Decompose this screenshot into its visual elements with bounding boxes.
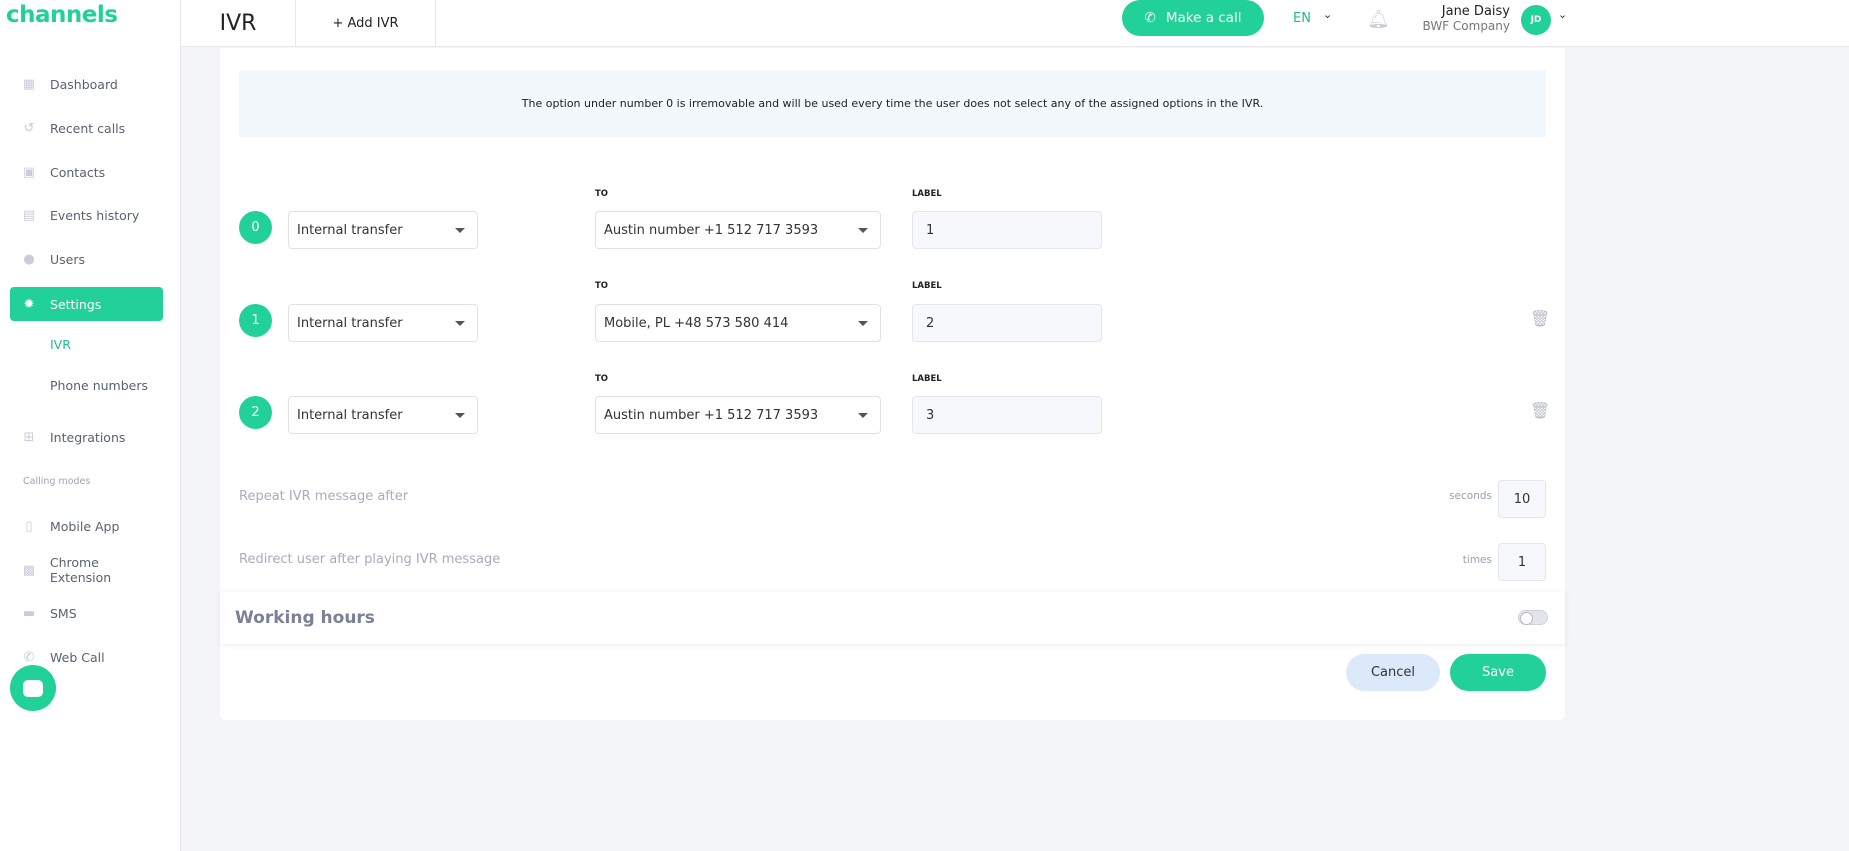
select-value: Internal transfer xyxy=(297,407,403,423)
select-value: Internal transfer xyxy=(297,315,403,331)
sidebar-sub-ivr[interactable]: IVR xyxy=(50,337,71,352)
contacts-icon: ▣ xyxy=(22,164,36,180)
redirect-times-input[interactable]: 1 xyxy=(1498,543,1546,581)
label-label: LABEL xyxy=(912,374,942,384)
sidebar-item-label: Settings xyxy=(50,296,102,312)
repeat-seconds-input[interactable]: 10 xyxy=(1498,480,1546,518)
label-input[interactable]: 2 xyxy=(912,304,1102,342)
chat-icon xyxy=(23,679,43,697)
gear-icon: ✹ xyxy=(23,296,35,312)
sidebar-item-chrome-extension[interactable]: ▩ Chrome Extension xyxy=(10,553,163,587)
sidebar-item-label: Recent calls xyxy=(50,120,126,136)
redirect-label: Redirect user after playing IVR message xyxy=(239,552,501,567)
sidebar-item-integrations[interactable]: ⊞ Integrations xyxy=(10,420,163,454)
message-icon: ▬ xyxy=(22,605,36,621)
sidebar-item-label: Web Call xyxy=(50,649,105,665)
to-label: TO xyxy=(595,189,609,199)
to-label: TO xyxy=(595,374,609,384)
chat-widget-button[interactable] xyxy=(10,665,56,711)
caret-down-icon xyxy=(858,321,868,326)
extension-icon: ▩ xyxy=(22,562,36,578)
sidebar-item-mobile-app[interactable]: ▯ Mobile App xyxy=(10,509,163,543)
option-number: 0 xyxy=(239,211,272,244)
ivr-card: The option under number 0 is irremovable… xyxy=(220,48,1565,720)
sidebar-item-dashboard[interactable]: ▦ Dashboard xyxy=(10,67,163,101)
page-title: IVR xyxy=(181,0,296,47)
make-call-button[interactable]: ✆ Make a call xyxy=(1122,0,1264,36)
language-select[interactable]: EN xyxy=(1293,11,1311,26)
caret-down-icon xyxy=(455,228,465,233)
label-label: LABEL xyxy=(912,189,942,199)
sidebar-item-label: SMS xyxy=(50,605,77,621)
sidebar-sub-phone-numbers[interactable]: Phone numbers xyxy=(50,378,148,393)
working-hours-title: Working hours xyxy=(235,608,375,628)
sidebar-item-settings[interactable]: ✹ Settings xyxy=(10,287,163,321)
sidebar: channels ▦ Dashboard ↺ Recent calls ▣ Conta… xyxy=(0,0,181,851)
to-label: TO xyxy=(595,281,609,291)
bell-icon[interactable]: 🔔︎ xyxy=(1367,9,1390,30)
sidebar-item-users[interactable]: ● Users xyxy=(10,242,163,276)
label-input[interactable]: 1 xyxy=(912,211,1102,249)
mobile-icon: ▯ xyxy=(25,518,33,534)
info-banner: The option under number 0 is irremovable… xyxy=(239,70,1546,137)
working-hours-toggle[interactable] xyxy=(1518,610,1548,625)
destination-select[interactable]: Austin number +1 512 717 3593 xyxy=(595,396,881,434)
sidebar-item-label: Mobile App xyxy=(50,518,120,534)
trash-icon[interactable]: 🗑︎ xyxy=(1530,401,1551,420)
section-calling-modes: Calling modes xyxy=(23,476,91,487)
calendar-icon: ▤ xyxy=(22,207,36,223)
sidebar-item-label: Events history xyxy=(50,207,140,223)
option-number: 1 xyxy=(239,304,272,337)
option-type-select[interactable]: Internal transfer xyxy=(288,304,478,342)
caret-down-icon xyxy=(858,413,868,418)
repeat-label: Repeat IVR message after xyxy=(239,489,409,504)
option-type-select[interactable]: Internal transfer xyxy=(288,396,478,434)
caret-down-icon xyxy=(455,413,465,418)
history-icon: ↺ xyxy=(23,120,35,136)
logo: channels xyxy=(6,2,118,28)
redirect-unit: times xyxy=(1462,554,1492,566)
select-value: Austin number +1 512 717 3593 xyxy=(604,407,819,423)
label-label: LABEL xyxy=(912,281,942,291)
user-icon: ● xyxy=(23,251,35,267)
chevron-down-icon[interactable]: ⌄ xyxy=(1558,8,1568,21)
chevron-down-icon[interactable]: ⌄ xyxy=(1323,8,1333,21)
label-input[interactable]: 3 xyxy=(912,396,1102,434)
sidebar-item-web-call[interactable]: ✆ Web Call xyxy=(10,640,163,674)
destination-select[interactable]: Mobile, PL +48 573 580 414 xyxy=(595,304,881,342)
caret-down-icon xyxy=(455,321,465,326)
sidebar-item-recent-calls[interactable]: ↺ Recent calls xyxy=(10,111,163,145)
add-ivr-button[interactable]: + Add IVR xyxy=(296,0,436,47)
user-name: Jane Daisy xyxy=(1441,4,1510,19)
working-hours-section: Working hours xyxy=(220,592,1565,644)
trash-icon[interactable]: 🗑︎ xyxy=(1530,309,1551,328)
sidebar-item-label: Contacts xyxy=(50,164,106,180)
select-value: Mobile, PL +48 573 580 414 xyxy=(604,315,789,331)
select-value: Internal transfer xyxy=(297,222,403,238)
user-menu[interactable]: Jane Daisy BWF Company xyxy=(1423,4,1510,33)
dashboard-icon: ▦ xyxy=(22,76,36,92)
option-type-select[interactable]: Internal transfer xyxy=(288,211,478,249)
sidebar-item-events-history[interactable]: ▤ Events history xyxy=(10,198,163,232)
avatar[interactable]: JD xyxy=(1521,5,1551,35)
sidebar-item-label: Users xyxy=(50,251,86,267)
make-call-label: Make a call xyxy=(1165,10,1242,26)
company-name: BWF Company xyxy=(1422,19,1510,33)
option-number: 2 xyxy=(239,396,272,429)
select-value: Austin number +1 512 717 3593 xyxy=(604,222,819,238)
repeat-unit: seconds xyxy=(1449,490,1492,502)
save-button[interactable]: Save xyxy=(1450,654,1546,691)
phone-icon: ✆ xyxy=(1144,10,1156,26)
sidebar-item-sms[interactable]: ▬ SMS xyxy=(10,596,163,630)
sidebar-item-label: Integrations xyxy=(50,429,126,445)
sidebar-item-contacts[interactable]: ▣ Contacts xyxy=(10,155,163,189)
sidebar-item-label: Dashboard xyxy=(50,76,118,92)
cancel-button[interactable]: Cancel xyxy=(1346,654,1440,691)
caret-down-icon xyxy=(858,228,868,233)
header: IVR + Add IVR ✆ Make a call EN ⌄ 🔔︎ Jane … xyxy=(181,0,1849,47)
destination-select[interactable]: Austin number +1 512 717 3593 xyxy=(595,211,881,249)
sidebar-item-label: Chrome Extension xyxy=(49,555,112,585)
phone-icon: ✆ xyxy=(23,649,35,665)
plus-square-icon: ⊞ xyxy=(23,429,35,445)
